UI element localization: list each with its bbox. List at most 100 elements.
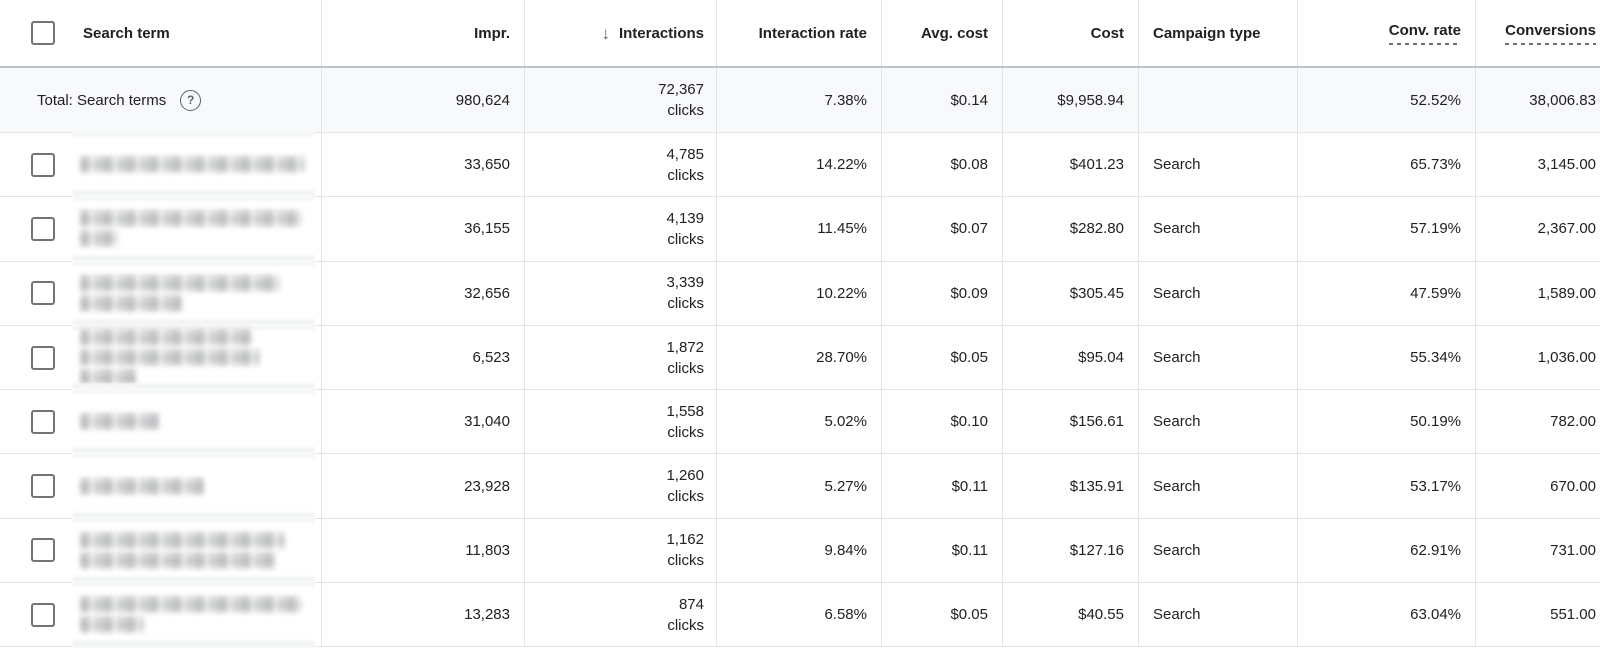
cost-cell: $40.55 [1002, 583, 1138, 647]
cost-cell: $156.61 [1002, 390, 1138, 454]
cost-cell: $95.04 [1002, 325, 1138, 390]
conv-rate-cell: 47.59% [1297, 261, 1475, 325]
row-checkbox-cell [0, 519, 68, 582]
row-checkbox[interactable] [31, 474, 55, 499]
table-row: 6,523 1,872 clicks 28.70% $0.05 $95.04 Se… [0, 323, 1600, 392]
column-header-impr[interactable]: Impr. [321, 0, 524, 66]
conversions-cell: 731.00 [1475, 518, 1600, 583]
conversions-cell: 670.00 [1475, 454, 1600, 518]
conversions-cell: 1,036.00 [1475, 325, 1600, 390]
campaign-type-cell: Search [1138, 390, 1297, 454]
conversions-cell: 782.00 [1475, 390, 1600, 454]
total-label: Total: Search terms [37, 91, 167, 109]
avg-cost-cell: $0.10 [881, 390, 1002, 454]
column-header-interaction-rate[interactable]: Interaction rate [716, 0, 881, 66]
interactions-cell: 4,785 clicks [524, 133, 716, 197]
redaction-blob [80, 349, 260, 367]
column-header-avg-cost[interactable]: Avg. cost [881, 0, 1002, 66]
conversions-cell: 1,589.00 [1475, 261, 1600, 325]
redacted-search-term [72, 323, 315, 392]
row-checkbox[interactable] [31, 152, 55, 177]
cost-cell: $282.80 [1002, 197, 1138, 261]
redacted-search-term [72, 388, 315, 456]
total-interactions: 72,367 clicks [524, 68, 716, 132]
table-row: 32,656 3,339 clicks 10.22% $0.09 $305.45 … [0, 259, 1600, 327]
total-campaign-type [1138, 68, 1297, 132]
total-conversions: 38,006.83 [1475, 68, 1600, 132]
total-row: Total: Search terms ? 980,624 72,367 clic… [0, 66, 1600, 133]
avg-cost-cell: $0.07 [881, 197, 1002, 261]
interactions-cell: 874 clicks [524, 583, 716, 647]
conversions-cell: 2,367.00 [1475, 197, 1600, 261]
row-checkbox-cell [0, 326, 68, 389]
total-impr: 980,624 [321, 68, 524, 132]
impr-cell: 11,803 [321, 518, 524, 583]
column-header-conversions[interactable]: Conversions [1475, 0, 1600, 66]
row-checkbox-cell [0, 133, 68, 196]
redacted-search-term [72, 259, 315, 327]
total-interaction-rate: 7.38% [716, 68, 881, 132]
interactions-cell: 1,872 clicks [524, 325, 716, 390]
impr-cell: 32,656 [321, 261, 524, 325]
select-all-checkbox[interactable] [31, 21, 55, 45]
impr-cell: 23,928 [321, 454, 524, 518]
redacted-search-term [72, 581, 315, 649]
avg-cost-cell: $0.05 [881, 325, 1002, 390]
redaction-blob [80, 329, 252, 347]
interactions-cell: 1,162 clicks [524, 518, 716, 583]
redaction-blob [80, 531, 285, 549]
conversions-cell: 551.00 [1475, 583, 1600, 647]
search-term-cell [68, 131, 321, 199]
redacted-search-term [72, 452, 315, 520]
redaction-blob [80, 477, 204, 495]
row-checkbox[interactable] [31, 602, 55, 627]
interactions-cell: 3,339 clicks [524, 261, 716, 325]
avg-cost-cell: $0.11 [881, 454, 1002, 518]
row-checkbox[interactable] [31, 281, 55, 306]
redaction-blob [80, 294, 183, 312]
select-all-cell [0, 0, 68, 66]
table-row: 23,928 1,260 clicks 5.27% $0.11 $135.91 S… [0, 452, 1600, 520]
interaction-rate-cell: 14.22% [716, 133, 881, 197]
cost-cell: $401.23 [1002, 133, 1138, 197]
impr-cell: 31,040 [321, 390, 524, 454]
row-checkbox[interactable] [31, 409, 55, 434]
help-icon[interactable]: ? [180, 89, 202, 111]
redacted-search-term [72, 195, 315, 263]
avg-cost-cell: $0.05 [881, 583, 1002, 647]
row-checkbox[interactable] [31, 538, 55, 563]
conv-rate-cell: 62.91% [1297, 518, 1475, 583]
column-header-campaign-type[interactable]: Campaign type [1138, 0, 1297, 66]
impr-cell: 13,283 [321, 583, 524, 647]
redaction-blob [80, 230, 118, 248]
column-header-conv-rate[interactable]: Conv. rate [1297, 0, 1475, 66]
search-term-cell [68, 259, 321, 327]
table-header-row: Search term Impr. ↓ Interactions Interac… [0, 0, 1600, 66]
interaction-rate-cell: 28.70% [716, 325, 881, 390]
total-avg-cost: $0.14 [881, 68, 1002, 132]
total-label-cell: Total: Search terms ? [0, 68, 321, 132]
conv-rate-cell: 50.19% [1297, 390, 1475, 454]
column-header-cost[interactable]: Cost [1002, 0, 1138, 66]
column-header-search-term[interactable]: Search term [83, 24, 170, 42]
redaction-blob [80, 274, 280, 292]
row-checkbox[interactable] [31, 345, 55, 370]
column-header-interactions[interactable]: ↓ Interactions [524, 0, 716, 66]
avg-cost-cell: $0.09 [881, 261, 1002, 325]
redaction-blob [80, 369, 137, 387]
interaction-rate-cell: 10.22% [716, 261, 881, 325]
conv-rate-cell: 55.34% [1297, 325, 1475, 390]
row-checkbox-cell [0, 197, 68, 260]
row-checkbox-cell [0, 454, 68, 517]
search-term-cell [68, 516, 321, 585]
conv-rate-cell: 63.04% [1297, 583, 1475, 647]
campaign-type-cell: Search [1138, 583, 1297, 647]
redaction-blob [80, 156, 305, 174]
campaign-type-cell: Search [1138, 133, 1297, 197]
table-row: 31,040 1,558 clicks 5.02% $0.10 $156.61 S… [0, 388, 1600, 456]
row-checkbox[interactable] [31, 216, 55, 241]
total-cost: $9,958.94 [1002, 68, 1138, 132]
redacted-search-term [72, 516, 315, 585]
row-checkbox-cell [0, 262, 68, 325]
interaction-rate-cell: 11.45% [716, 197, 881, 261]
